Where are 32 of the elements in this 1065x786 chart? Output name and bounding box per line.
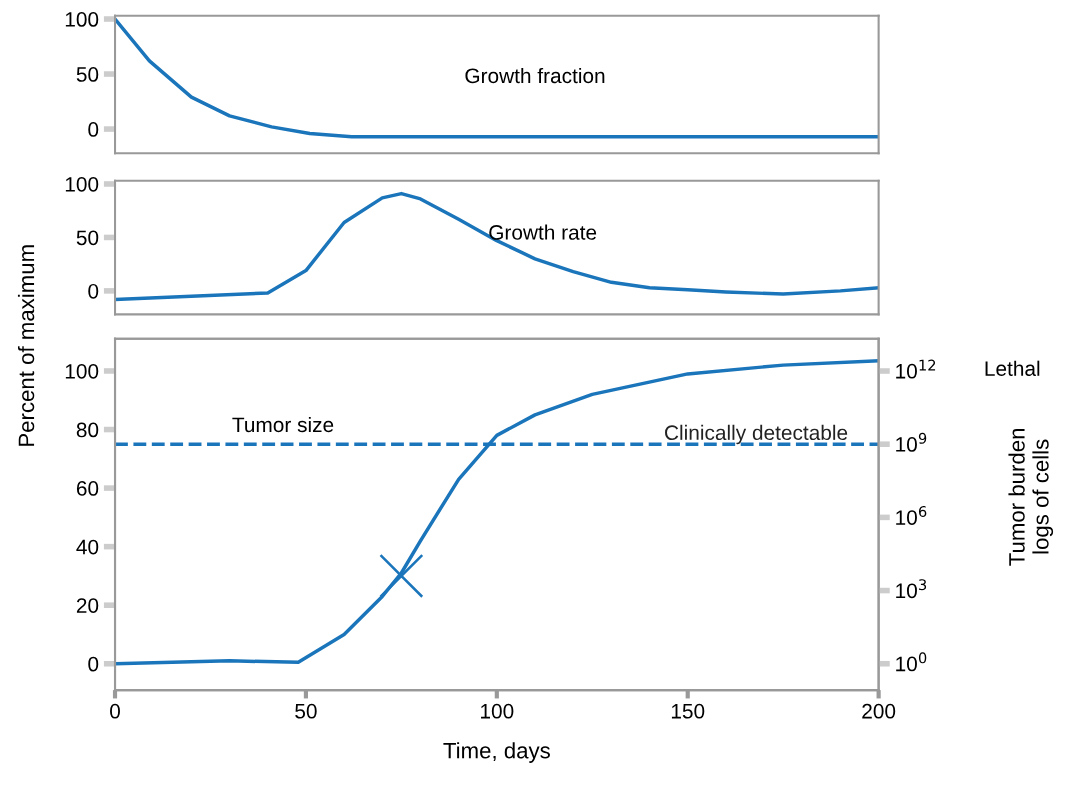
- x-tick-label: 100: [481, 703, 514, 719]
- ref-line-label: Clinically detectable: [665, 424, 848, 445]
- y2-tick-label: 10$^{12}$: [896, 359, 936, 379]
- x-tick-label: 150: [671, 703, 705, 719]
- y-tick-label: 20: [76, 598, 99, 613]
- y-tick-label: 100: [65, 176, 99, 192]
- y2-tick-label: 10$^{0}$: [896, 652, 927, 672]
- y2-tick-label: 10$^{3}$: [896, 579, 927, 599]
- y-tick-label: 60: [76, 481, 99, 496]
- line-series: [115, 358, 879, 666]
- y-tick-label: 40: [76, 539, 99, 555]
- y-tick-label: 100: [65, 12, 99, 27]
- annotation: Tumor size: [232, 416, 334, 433]
- x-tick-label: 0: [110, 703, 120, 719]
- line-series: [115, 191, 879, 302]
- y-tick-label: 0: [88, 283, 99, 299]
- annotation: Growth fraction: [465, 67, 605, 84]
- y-tick-label: 80: [76, 422, 99, 438]
- annotation: Growth rate: [489, 224, 597, 240]
- y2-axis-title: Tumor burden logs of cells: [1008, 428, 1054, 566]
- y-tick-label: 50: [76, 230, 99, 246]
- y-tick-label: 0: [88, 122, 99, 137]
- x-tick-label: 50: [295, 703, 317, 719]
- x-tick-label: 200: [862, 703, 896, 719]
- y-tick-label: 100: [65, 363, 99, 379]
- y2-tick-label: 10$^{6}$: [896, 505, 927, 525]
- y-tick-label: 50: [76, 67, 99, 82]
- y-axis-title: Percent of maximum: [17, 245, 35, 446]
- x-axis-title: Time, days: [443, 742, 550, 763]
- y2-tick-label: 10$^{9}$: [896, 432, 927, 452]
- y-tick-label: 0: [88, 656, 99, 672]
- text: Lethal: [985, 360, 1040, 376]
